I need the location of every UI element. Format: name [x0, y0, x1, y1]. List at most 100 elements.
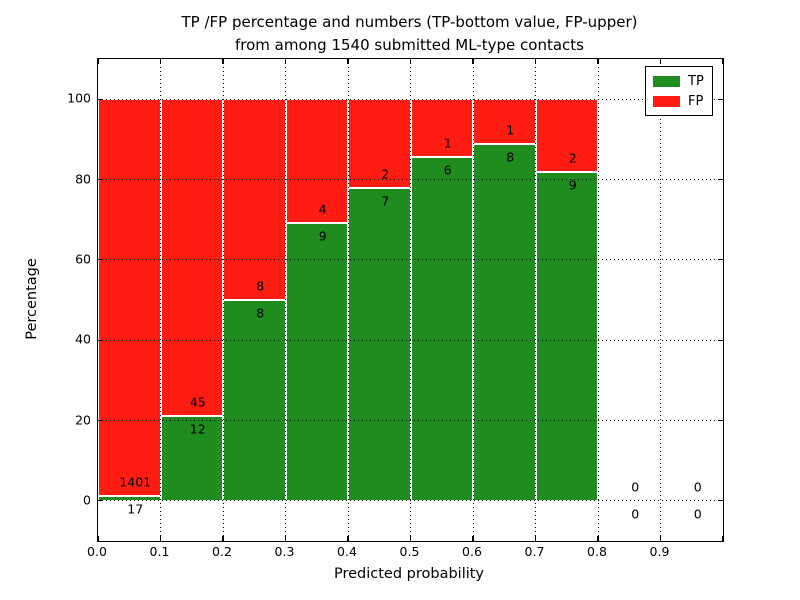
y-axis-tick: [98, 339, 103, 341]
x-axis-tick-top: [97, 59, 99, 64]
x-axis-tick: [409, 536, 412, 541]
legend: TP FP: [645, 66, 713, 116]
x-axis-tick-top: [347, 59, 349, 64]
tp-bar-segment: [410, 156, 473, 501]
v-gridline: [597, 59, 599, 541]
fp-count-label: 2: [568, 150, 577, 166]
x-axis-tick: [284, 536, 287, 541]
x-axis-tick-top: [159, 59, 162, 64]
y-axis-tick: [98, 500, 103, 502]
v-gridline: [222, 59, 224, 541]
fp-count-label: 0: [693, 479, 702, 495]
fp-bar-segment: [535, 99, 598, 173]
chart-title: TP /FP percentage and numbers (TP-bottom…: [97, 11, 722, 57]
x-axis-tick-top: [284, 59, 287, 64]
y-axis-tick-right: [718, 178, 723, 181]
y-tick-label: 40: [75, 331, 91, 347]
fp-bar-segment: [160, 99, 223, 417]
legend-label-tp: TP: [688, 73, 704, 89]
fp-count-label: 1: [443, 135, 452, 151]
x-tick-label: 0.5: [399, 544, 420, 559]
y-axis-tick: [98, 419, 103, 422]
x-axis-tick-top: [472, 59, 474, 64]
tp-bar-segment: [535, 172, 598, 501]
fp-count-label: 1: [506, 122, 515, 138]
x-axis-tick-top: [597, 59, 599, 64]
y-axis-tick-right: [718, 500, 723, 502]
y-axis-tick-right: [718, 419, 723, 422]
v-gridline: [410, 59, 411, 541]
y-tick-label: 60: [75, 251, 91, 267]
x-axis-tick: [659, 536, 662, 541]
chart-title-line2: from among 1540 submitted ML-type contac…: [235, 36, 584, 54]
y-tick-label: 20: [75, 412, 91, 427]
y-axis-tick-right: [718, 98, 723, 100]
y-tick-label: 100: [67, 90, 91, 106]
x-axis-tick: [347, 536, 349, 541]
tp-count-label: 0: [631, 506, 640, 522]
y-axis-tick: [98, 98, 103, 100]
tp-count-label: 0: [693, 506, 702, 522]
x-tick-label: 0.1: [149, 544, 170, 559]
x-axis-tick-top: [409, 59, 412, 64]
fp-count-label: 8: [256, 278, 265, 294]
y-axis-label: Percentage: [24, 258, 40, 340]
fp-swatch-icon: [653, 95, 680, 107]
x-axis-tick: [722, 536, 724, 541]
v-gridline: [285, 59, 286, 541]
x-axis-tick: [534, 536, 537, 541]
tp-count-label: 8: [506, 149, 515, 165]
tp-bar-segment: [473, 143, 536, 501]
x-tick-label: 0.7: [524, 544, 545, 559]
tp-count-label: 9: [568, 177, 577, 193]
x-tick-label: 0.3: [274, 544, 295, 559]
x-axis-tick: [97, 536, 99, 541]
tp-count-label: 8: [256, 305, 265, 321]
tp-count-label: 12: [189, 421, 206, 437]
x-tick-label: 0.9: [649, 544, 670, 559]
x-tick-label: 0.8: [587, 544, 607, 559]
v-gridline: [660, 59, 661, 541]
tp-count-label: 9: [318, 228, 327, 244]
x-tick-label: 0.4: [337, 544, 357, 559]
tp-bar-segment: [223, 300, 286, 501]
x-axis-tick-top: [534, 59, 537, 64]
x-axis-tick-top: [722, 59, 724, 64]
y-axis-tick-right: [718, 339, 723, 341]
fp-count-label: 2: [381, 166, 390, 182]
legend-item-fp: FP: [653, 95, 705, 108]
legend-item-tp: TP: [653, 75, 705, 88]
tp-swatch-icon: [653, 75, 680, 87]
v-gridline: [535, 59, 536, 541]
x-axis-tick-top: [222, 59, 224, 64]
v-gridline: [160, 59, 161, 541]
tp-count-label: 6: [443, 162, 452, 178]
tp-bar-segment: [285, 222, 348, 501]
chart-title-line1: TP /FP percentage and numbers (TP-bottom…: [181, 13, 638, 31]
tp-bar-segment: [348, 188, 411, 501]
y-axis-tick-right: [718, 259, 723, 261]
fp-count-label: 0: [631, 479, 640, 495]
v-gridline: [347, 59, 349, 541]
v-gridline: [472, 59, 474, 541]
x-axis-tick-top: [659, 59, 662, 64]
plot-area: 1401 17 45 12 8 8 4 9 2 7 1 6 1 8 2 9 0 0 0 0: [97, 58, 724, 542]
x-axis-tick: [472, 536, 474, 541]
fp-bar-segment: [410, 99, 473, 157]
x-axis-tick: [222, 536, 224, 541]
tp-count-label: 7: [381, 193, 390, 209]
fp-bar-segment: [285, 99, 348, 223]
y-axis-tick: [98, 178, 103, 181]
fp-bar-segment: [473, 99, 536, 144]
x-tick-label: 0.0: [87, 544, 107, 559]
fp-bar-segment: [348, 99, 411, 189]
fp-bar-segment: [223, 99, 286, 300]
y-axis-tick: [98, 259, 103, 261]
x-axis-tick: [159, 536, 162, 541]
x-tick-label: 0.6: [462, 544, 482, 559]
fp-count-label: 45: [189, 394, 206, 410]
fp-bar-segment: [98, 99, 161, 496]
x-tick-label: 0.2: [212, 544, 232, 559]
legend-label-fp: FP: [688, 93, 704, 109]
